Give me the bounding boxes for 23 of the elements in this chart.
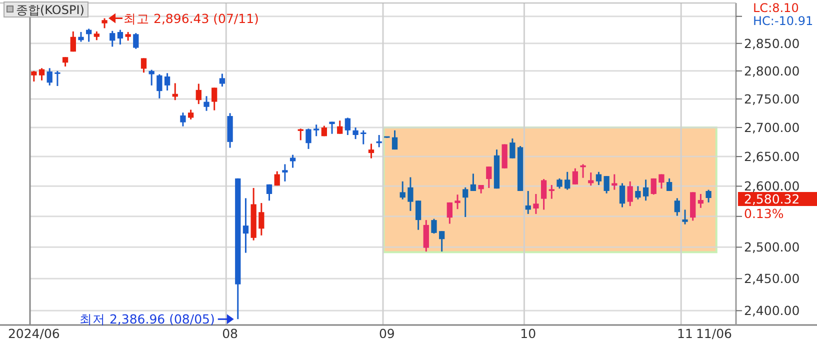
text: 0.13% [744,206,784,222]
x-tick-label: 11 [677,326,693,341]
chart-title: 종합(KOSPI) [16,3,84,17]
x-tick-label: 2024/06 [8,326,60,341]
text: HC:-10.91 [753,14,814,28]
x-tick-label: 10 [520,326,536,341]
y-tick-label: 2,800.00 [744,63,800,78]
y-tick-label: 2,600.00 [744,178,800,194]
text: 11/06 [696,326,732,341]
x-tick-label: 09 [378,326,395,341]
annotation: 최고 2,896.43 (07/11) [124,10,259,26]
text: 2,580.32 [744,192,800,207]
y-tick-label: 2,650.00 [744,149,800,164]
x-tick-label: 08 [222,326,238,341]
y-tick-label: 2,850.00 [744,36,800,51]
y-tick-label: 2,750.00 [744,91,800,106]
title: 종합(KOSPI) [4,2,88,18]
y-tick-label: 2,450.00 [744,271,800,286]
y-tick-label: 2,500.00 [744,240,800,255]
annotation: 최저 2,386.96 (08/05) [79,312,215,327]
y-tick-label: 2,400.00 [744,303,800,318]
y-tick-label: 2,700.00 [744,120,800,135]
text: LC:8.10 [753,1,799,15]
